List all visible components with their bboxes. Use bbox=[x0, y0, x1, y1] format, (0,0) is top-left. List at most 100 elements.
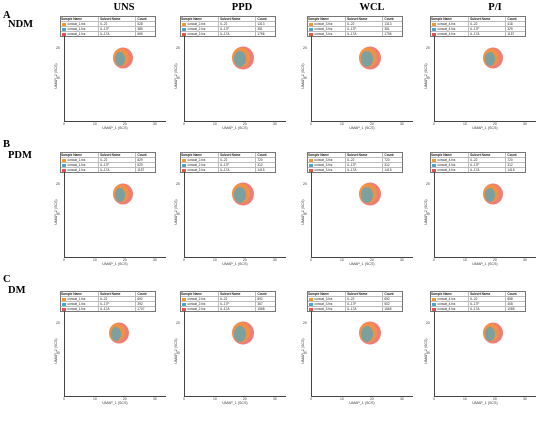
legend-subset-name: IL-17F bbox=[218, 163, 255, 167]
legend-swatch bbox=[309, 22, 313, 26]
cluster-il17f bbox=[115, 188, 125, 202]
umap-panel-pdm-uns: Sample Name Subset Name Count concat_1.fcs I… bbox=[50, 152, 168, 267]
cluster-il17f bbox=[361, 326, 373, 342]
legend-row: concat_1.fcs IL-22 528 bbox=[61, 22, 155, 27]
cluster-il17f bbox=[234, 51, 246, 67]
legend-row: concat_1.fcs IL-17F 529 bbox=[61, 163, 155, 168]
legend-swatch bbox=[309, 27, 313, 31]
x-tick-label: 20 bbox=[370, 122, 374, 126]
y-tick-label: 10 bbox=[426, 351, 430, 355]
legend-table: Sample Name Subset Name Count concat_3.fcs I… bbox=[307, 16, 403, 37]
x-tick-label: 0 bbox=[63, 122, 65, 126]
legend-sample-name: concat_1.fcs bbox=[67, 302, 86, 306]
legend-swatch bbox=[62, 307, 66, 311]
legend-row: concat_4.fcs IL-22 418 bbox=[431, 22, 525, 27]
legend-sample-name: concat_4.fcs bbox=[437, 32, 456, 36]
y-tick-label: 20 bbox=[56, 182, 60, 186]
x-axis-label: UMAP_1 (SCS) bbox=[102, 262, 128, 266]
legend-count: 1665 bbox=[382, 307, 402, 311]
legend-sample-name: concat_3.fcs bbox=[314, 22, 333, 26]
legend-count: 1415 bbox=[382, 168, 402, 172]
y-tick-label: 10 bbox=[56, 212, 60, 216]
umap-panel-ndm-ppd: Sample Name Subset Name Count concat_2.fcs I… bbox=[170, 16, 288, 131]
y-tick-label: 10 bbox=[56, 351, 60, 355]
y-tick-label: 20 bbox=[56, 46, 60, 50]
legend-subset-name: IL-17A bbox=[218, 168, 255, 172]
legend-header-count: Count bbox=[382, 292, 402, 296]
legend-header-sample: Sample Name bbox=[431, 17, 452, 21]
legend-subset-name: IL-17A bbox=[345, 32, 382, 36]
legend-swatch bbox=[182, 32, 186, 36]
legend-swatch bbox=[62, 302, 66, 306]
legend-swatch bbox=[309, 302, 313, 306]
legend-header-row: Sample Name Subset Name Count bbox=[431, 17, 525, 22]
legend-row: concat_1.fcs IL-22 829 bbox=[61, 158, 155, 163]
legend-count: 1313 bbox=[382, 22, 402, 26]
legend-count: 858 bbox=[505, 297, 525, 301]
legend-subset-name: IL-17F bbox=[468, 302, 505, 306]
row-label-dm: DM bbox=[8, 285, 26, 296]
x-tick-label: 20 bbox=[123, 397, 127, 401]
y-tick-label: 10 bbox=[303, 351, 307, 355]
x-axis bbox=[434, 121, 536, 122]
y-axis-label: UMAP_2 (SCS) bbox=[174, 338, 178, 364]
legend-header-row: Sample Name Subset Name Count bbox=[61, 292, 155, 297]
legend-swatch bbox=[182, 307, 186, 311]
y-axis bbox=[434, 311, 435, 396]
legend-count: 408 bbox=[505, 302, 525, 306]
legend-header-sample: Sample Name bbox=[431, 292, 452, 296]
legend-subset-name: IL-17A bbox=[98, 168, 135, 172]
y-tick-label: 10 bbox=[426, 76, 430, 80]
y-axis-label: UMAP_2 (SCS) bbox=[174, 63, 178, 89]
legend-header-sample: Sample Name bbox=[181, 153, 202, 157]
legend-count: 1707 bbox=[135, 307, 155, 311]
x-tick-label: 20 bbox=[370, 397, 374, 401]
legend-row: concat_3.fcs IL-17A 1665 bbox=[308, 307, 402, 311]
x-tick-label: 10 bbox=[340, 258, 344, 262]
y-axis bbox=[311, 172, 312, 257]
legend-header-count: Count bbox=[135, 17, 155, 21]
umap-panel-pdm-wcl: Sample Name Subset Name Count concat_3.fcs I… bbox=[297, 152, 415, 267]
x-axis-label: UMAP_1 (SCS) bbox=[349, 262, 375, 266]
umap-scatter bbox=[113, 47, 133, 69]
legend-header-count: Count bbox=[505, 17, 525, 21]
legend-subset-name: IL-17A bbox=[98, 32, 135, 36]
legend-swatch bbox=[432, 302, 436, 306]
x-tick-label: 0 bbox=[433, 397, 435, 401]
x-tick-label: 0 bbox=[310, 258, 312, 262]
legend-header-row: Sample Name Subset Name Count bbox=[431, 292, 525, 297]
legend-count: 529 bbox=[135, 163, 155, 167]
y-tick-label: 10 bbox=[176, 76, 180, 80]
umap-panel-pdm-pi: Sample Name Subset Name Count concat_4.fcs I… bbox=[420, 152, 538, 267]
legend-header-sample: Sample Name bbox=[308, 17, 329, 21]
legend-sample-name: concat_4.fcs bbox=[437, 163, 456, 167]
x-tick-label: 20 bbox=[123, 122, 127, 126]
legend-count: 418 bbox=[505, 22, 525, 26]
legend-sample-name: concat_3.fcs bbox=[314, 307, 333, 311]
umap-scatter bbox=[483, 183, 503, 205]
legend-table: Sample Name Subset Name Count concat_3.fcs I… bbox=[307, 152, 403, 173]
legend-header-row: Sample Name Subset Name Count bbox=[308, 292, 402, 297]
x-tick-label: 10 bbox=[93, 397, 97, 401]
legend-row: concat_3.fcs IL-17F 502 bbox=[308, 302, 402, 307]
legend-subset-name: IL-22 bbox=[468, 158, 505, 162]
x-tick-label: 10 bbox=[463, 397, 467, 401]
legend-row: concat_1.fcs IL-17A 1707 bbox=[61, 307, 155, 311]
legend-count: 1157 bbox=[135, 168, 155, 172]
x-axis-label: UMAP_1 (SCS) bbox=[222, 126, 248, 130]
legend-count: 389 bbox=[135, 27, 155, 31]
legend-table: Sample Name Subset Name Count concat_1.fcs I… bbox=[60, 291, 156, 312]
legend-header-row: Sample Name Subset Name Count bbox=[431, 153, 525, 158]
legend-swatch bbox=[432, 168, 436, 172]
y-axis bbox=[64, 172, 65, 257]
legend-row: concat_2.fcs IL-17F 312 bbox=[181, 163, 275, 168]
x-axis bbox=[184, 121, 286, 122]
y-axis-label: UMAP_2 (SCS) bbox=[424, 338, 428, 364]
x-tick-label: 30 bbox=[400, 397, 404, 401]
legend-swatch bbox=[62, 297, 66, 301]
x-tick-label: 10 bbox=[213, 122, 217, 126]
legend-sample-name: concat_1.fcs bbox=[67, 307, 86, 311]
legend-count: 720 bbox=[505, 158, 525, 162]
legend-count: 692 bbox=[135, 297, 155, 301]
legend-header-sample: Sample Name bbox=[181, 17, 202, 21]
